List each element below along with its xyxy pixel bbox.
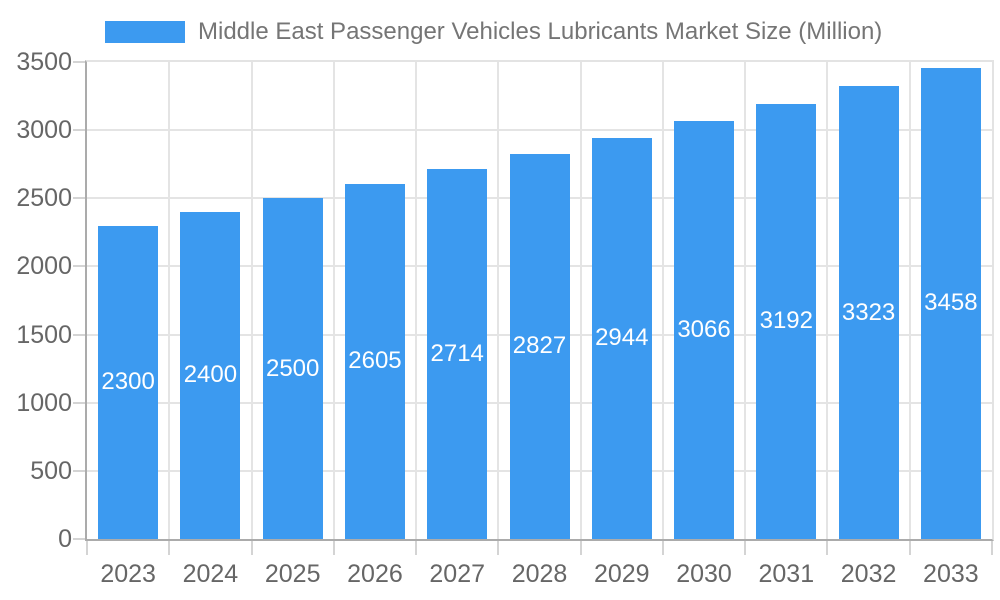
v-gridline — [497, 62, 500, 539]
x-axis-tick-mark — [744, 541, 747, 555]
y-axis-tick-mark — [73, 333, 85, 336]
y-axis-tick-mark — [73, 265, 85, 268]
y-axis-tick-label: 1000 — [16, 388, 72, 417]
x-axis-tick-mark — [86, 541, 88, 555]
v-gridline — [332, 62, 335, 539]
y-axis-tick-label: 1500 — [16, 320, 72, 349]
x-axis-tick-label: 2025 — [264, 560, 321, 588]
y-axis-tick-label: 3000 — [16, 116, 72, 145]
bar-2024[interactable]: 2400 — [180, 211, 241, 539]
y-axis-tick-mark — [73, 469, 85, 472]
bar-value-label: 2400 — [183, 361, 238, 389]
bar-2029[interactable]: 2944 — [591, 137, 652, 539]
x-axis-tick-label: 2031 — [758, 560, 815, 588]
bar-value-label: 2605 — [348, 347, 402, 375]
y-axis-tick-label: 500 — [30, 456, 72, 485]
bar-2026[interactable]: 2605 — [344, 183, 405, 539]
bar-value-label: 3458 — [924, 289, 978, 317]
y-axis-tick-label: 0 — [58, 525, 72, 553]
plot-area: 2300 2400 2500 2605 2714 2827 2944 3066 3192 3323… — [85, 60, 994, 541]
x-axis-tick-mark — [168, 541, 171, 555]
bar-value-label: 2500 — [265, 354, 320, 382]
v-gridline — [250, 62, 253, 539]
bar-2027[interactable]: 2714 — [427, 169, 488, 539]
y-axis-tick-label: 2500 — [16, 184, 72, 213]
bar-2028[interactable]: 2827 — [509, 153, 570, 539]
y-axis-tick-mark — [73, 401, 85, 404]
bar-2030[interactable]: 3066 — [674, 121, 735, 539]
chart-legend-item[interactable]: Middle East Passenger Vehicles Lubricant… — [105, 18, 882, 46]
x-axis-tick-mark — [497, 541, 500, 555]
x-axis-tick-mark — [908, 541, 911, 555]
x-axis-tick-label: 2023 — [100, 560, 156, 588]
bar-value-label: 2827 — [512, 332, 567, 360]
bar-2031[interactable]: 3192 — [756, 103, 817, 539]
v-gridline — [168, 62, 171, 539]
y-axis-tick-mark — [73, 538, 85, 540]
bar-value-label: 2714 — [430, 340, 484, 368]
x-axis-tick-label: 2026 — [347, 560, 403, 588]
v-gridline — [826, 62, 829, 539]
x-axis-tick-mark — [826, 541, 829, 555]
bar-value-label: 2300 — [101, 368, 155, 396]
y-axis-tick-mark — [73, 61, 85, 63]
bar-value-label: 3192 — [759, 307, 813, 335]
x-axis-tick-mark — [991, 541, 993, 555]
x-axis-tick-mark — [250, 541, 253, 555]
x-axis-tick-mark — [415, 541, 418, 555]
legend-label: Middle East Passenger Vehicles Lubricant… — [198, 18, 883, 45]
bar-value-label: 3066 — [677, 316, 731, 344]
bar-2033[interactable]: 3458 — [920, 67, 981, 539]
bar-2023[interactable]: 2300 — [98, 225, 159, 539]
plot-inner: 2300 2400 2500 2605 2714 2827 2944 3066 3192 3323… — [87, 62, 992, 539]
y-axis-tick-mark — [73, 197, 85, 200]
bar-2032[interactable]: 3323 — [838, 86, 899, 539]
bar-value-label: 2944 — [595, 324, 649, 352]
bar-value-label: 3323 — [841, 298, 896, 326]
x-axis-tick-label: 2029 — [593, 560, 650, 588]
y-axis-tick-label: 2000 — [16, 252, 72, 281]
v-gridline — [744, 62, 747, 539]
y-axis-tick-mark — [73, 129, 85, 132]
v-gridline — [579, 62, 582, 539]
bar-2025[interactable]: 2500 — [262, 198, 323, 539]
x-axis-tick-label: 2024 — [182, 560, 239, 588]
x-axis-tick-mark — [332, 541, 335, 555]
x-axis-tick-label: 2027 — [429, 560, 486, 588]
h-gridline — [87, 129, 992, 132]
v-gridline — [661, 62, 664, 539]
x-axis-tick-mark — [661, 541, 664, 555]
v-gridline — [415, 62, 418, 539]
legend-swatch-icon — [105, 21, 185, 43]
y-axis-tick-label: 3500 — [16, 48, 72, 76]
x-axis-tick-label: 2032 — [840, 560, 897, 588]
x-axis-tick-mark — [579, 541, 582, 555]
x-axis-tick-label: 2033 — [923, 560, 979, 588]
x-axis-tick-label: 2028 — [511, 560, 568, 588]
v-gridline — [908, 62, 911, 539]
x-axis-tick-label: 2030 — [676, 560, 732, 588]
